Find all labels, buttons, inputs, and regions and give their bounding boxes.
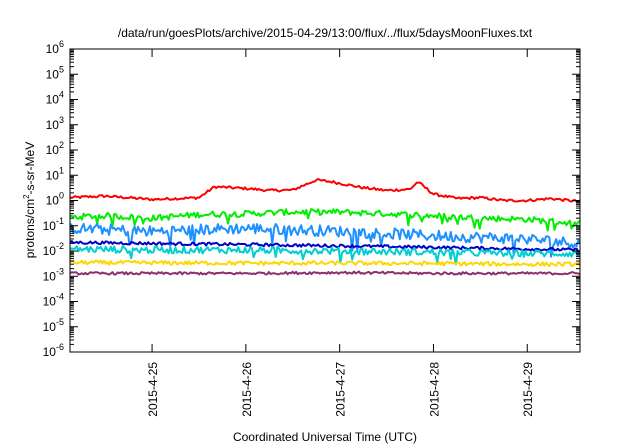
y-tick-label-base: 10 [46,42,60,56]
y-tick-label-base: 10 [46,118,60,132]
x-tick-label: 2015-4-29 [521,362,535,417]
y-tick-label-exp: -1 [56,216,64,226]
y-tick-label-exp: -5 [56,317,64,327]
y-tick-label: 100 [46,191,64,208]
y-tick-label-exp: 3 [59,115,64,125]
y-tick-label: 106 [46,39,64,56]
axes: 10-610-510-410-310-210-11001011021031041… [43,39,581,417]
y-tick-label-exp: 0 [59,191,64,201]
x-tick-label: 2015-4-25 [146,362,160,417]
y-tick-label-base: 10 [43,269,57,283]
y-tick-label: 102 [46,140,64,157]
y-tick-label: 10-4 [43,292,64,309]
y-tick-label-base: 10 [43,295,57,309]
y-tick-label-base: 10 [43,219,57,233]
x-tick-label: 2015-4-26 [240,362,254,417]
y-tick-label: 10-6 [43,342,64,359]
y-tick-label: 105 [46,64,64,81]
y-axis-label-sup: 2 [22,194,31,199]
y-tick-label-exp: 2 [59,140,64,150]
y-tick-label-exp: 1 [59,165,64,175]
y-tick-label-base: 10 [46,93,60,107]
y-tick-label-exp: 6 [59,39,64,49]
series-line-2 [70,222,580,258]
series-line-1 [70,208,580,232]
y-tick-label: 103 [46,115,64,132]
y-tick-label-base: 10 [46,143,60,157]
x-tick-label: 2015-4-27 [334,362,348,417]
y-tick-label-base: 10 [46,168,60,182]
y-tick-label-base: 10 [46,194,60,208]
y-tick-label: 101 [46,165,64,182]
y-axis-label-rest: -s-sr-MeV [23,142,37,195]
y-tick-label: 10-1 [43,216,64,233]
y-tick-label: 10-5 [43,317,64,334]
y-tick-label-base: 10 [43,244,57,258]
y-tick-label-base: 10 [43,320,57,334]
y-tick-label-base: 10 [43,345,57,359]
y-tick-label: 10-3 [43,266,64,283]
y-axis-label: protons/cm2-s-sr-MeV [22,142,37,258]
plot-series [70,178,580,276]
x-axis-label: Coordinated Universal Time (UTC) [233,430,417,444]
y-tick-label-base: 10 [46,67,60,81]
series-line-4 [70,245,580,266]
y-axis-label-base: protons/cm [23,199,37,258]
y-tick-label-exp: 4 [59,90,64,100]
series-line-5 [70,259,580,268]
chart-title: /data/run/goesPlots/archive/2015-04-29/1… [118,26,533,40]
series-line-0 [70,178,580,203]
series-line-6 [70,270,580,276]
y-tick-label-exp: -6 [56,342,64,352]
y-tick-label-exp: 5 [59,64,64,74]
y-tick-label-exp: -3 [56,266,64,276]
y-tick-label: 10-2 [43,241,64,258]
x-tick-label: 2015-4-28 [427,362,441,417]
y-tick-label-exp: -4 [56,292,64,302]
series-line-3 [70,240,580,253]
y-tick-label: 104 [46,90,64,107]
y-tick-label-exp: -2 [56,241,64,251]
